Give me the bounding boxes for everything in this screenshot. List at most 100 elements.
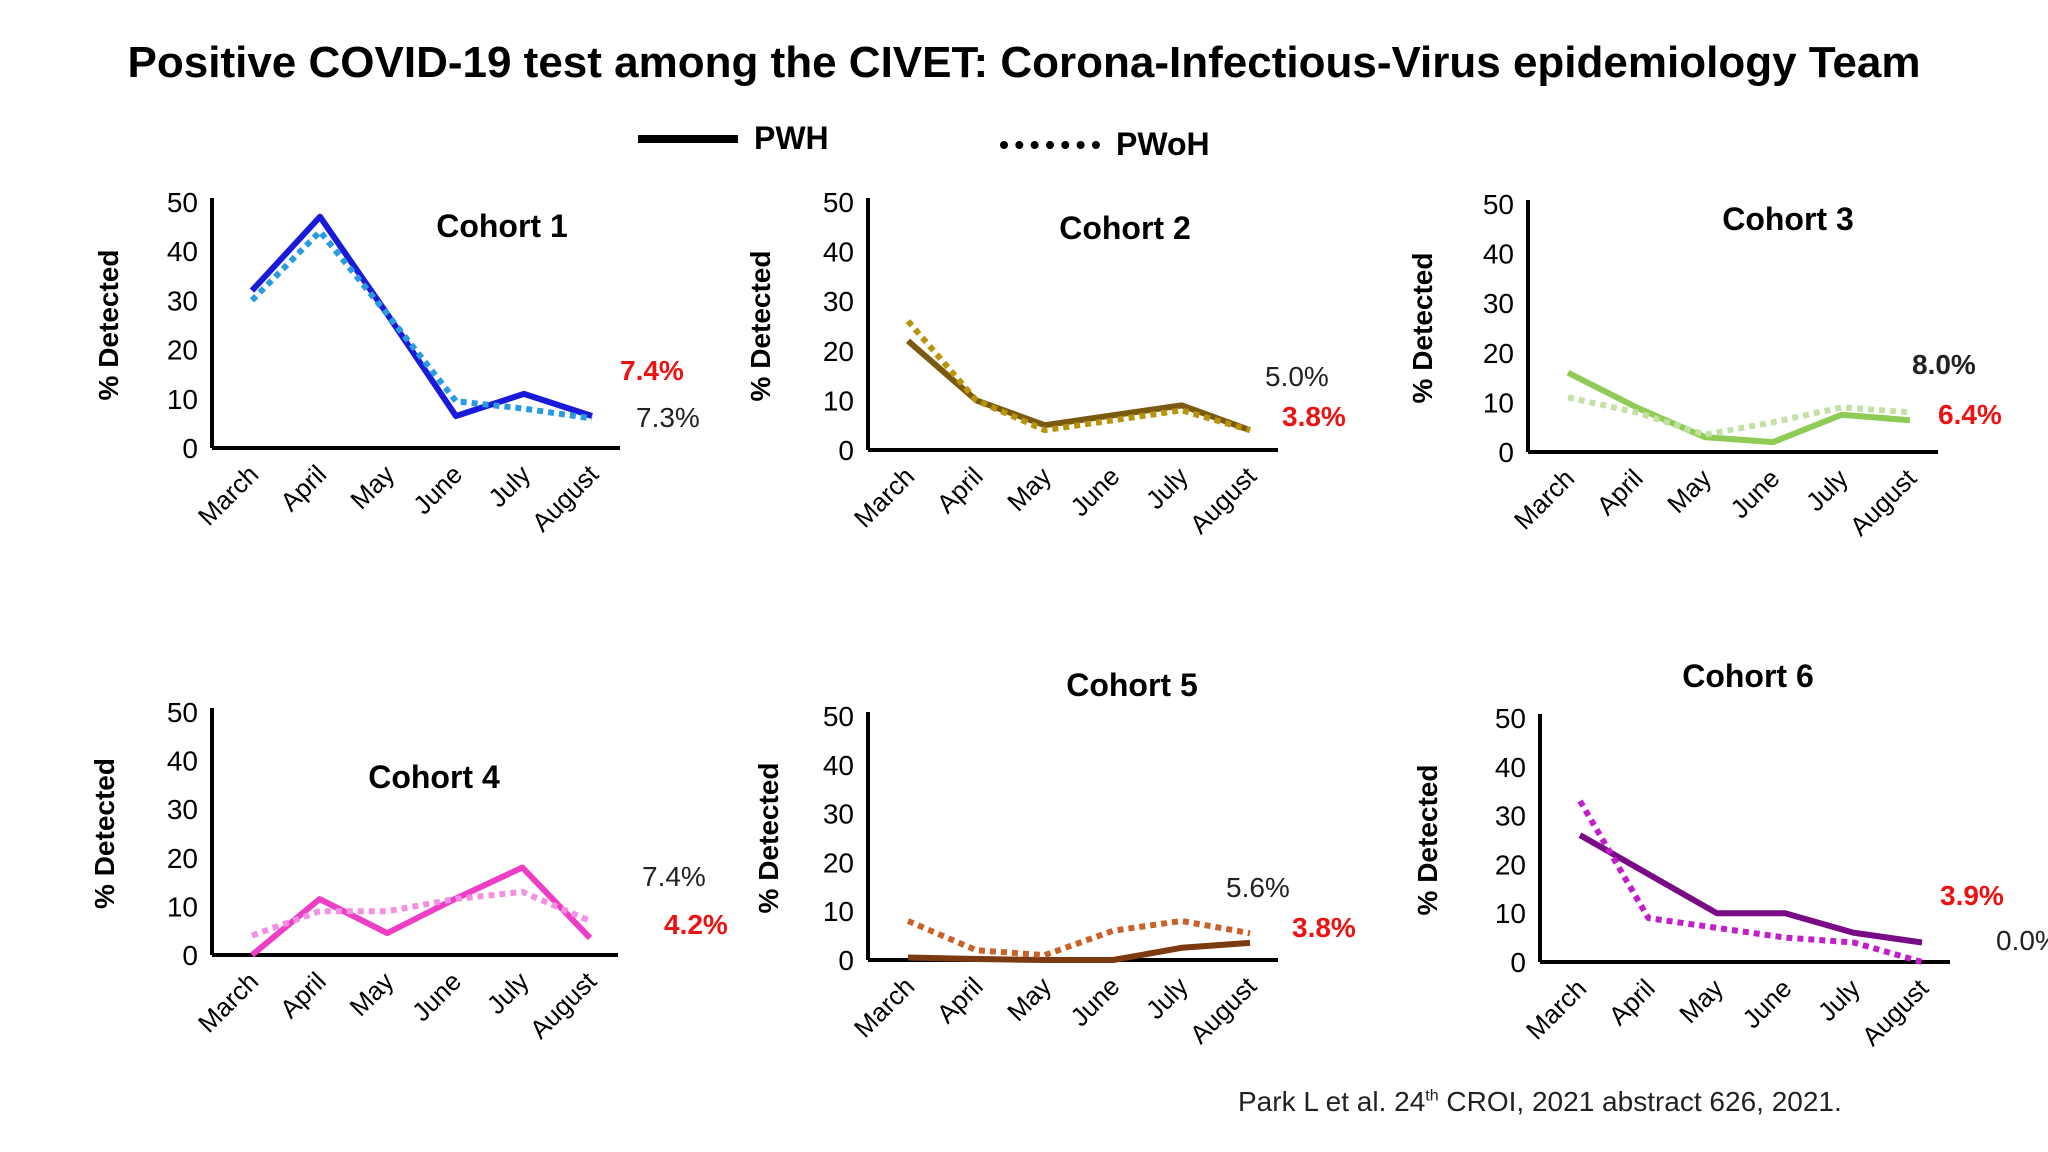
y-tick-label: 50 [167,187,198,218]
y-axis-label: % Detected [89,758,120,909]
x-tick-label: April [1603,973,1661,1031]
y-tick-label: 30 [823,799,854,830]
value-annotation: 0.0% [1996,925,2048,956]
value-annotation: 5.6% [1226,872,1290,903]
x-tick-label: June [1064,461,1125,522]
value-annotation: 5.0% [1265,361,1329,392]
y-tick-label: 40 [1483,239,1514,270]
cohort-chart-3: 0 10 20 30 40 50 % Detected March April May June Ju… [1407,189,2002,541]
series-line-pwoh [1567,394,1911,438]
chart-title: Cohort 2 [1059,210,1191,246]
x-tick-label: May [1001,971,1057,1027]
y-tick-label: 40 [167,236,198,267]
legend-item-pwh: PWH [638,120,829,157]
y-tick-label: 30 [823,286,854,317]
y-tick-label: 20 [1495,849,1526,880]
y-tick-label: 20 [167,335,198,366]
x-tick-label: July [481,966,535,1020]
y-tick-label: 20 [1483,338,1514,369]
value-annotation: 3.9% [1940,880,2004,911]
series-line-pwoh [906,917,1251,959]
legend-swatch-dotted [1000,140,1100,149]
legend-swatch-solid [638,134,738,143]
series-line-pwh [250,864,593,958]
x-tick-label: June [1724,463,1785,524]
y-tick-label: 0 [182,433,198,464]
y-axis-label: % Detected [1407,253,1438,404]
value-annotation: 6.4% [1938,399,2002,430]
citation-post: CROI, 2021 abstract 626, 2021. [1438,1086,1842,1117]
y-tick-label: 0 [838,435,854,466]
x-tick-label: April [274,459,332,517]
x-tick-label: March [848,461,920,533]
x-tick-label: May [1001,461,1057,517]
x-tick-label: May [343,966,399,1022]
legend-item-pwoh: PWoH [1000,126,1210,163]
x-tick-label: August [1184,970,1263,1049]
x-tick-label: May [344,459,400,515]
value-annotation: 3.8% [1292,912,1356,943]
y-tick-label: 20 [823,336,854,367]
x-tick-label: July [482,459,536,513]
x-tick-label: May [1661,463,1717,519]
x-tick-label: June [407,459,468,520]
legend-label-pwh: PWH [754,120,829,156]
series-line-pwh [1566,369,1911,446]
y-tick-label: 40 [1495,752,1526,783]
value-annotation: 7.4% [620,355,684,386]
x-tick-label: April [931,971,989,1029]
chart-title: Cohort 6 [1682,658,1814,694]
cohort-chart-1: 0 10 20 30 40 50 % Detected March April May June Ju… [93,187,700,537]
y-tick-label: 30 [167,794,198,825]
y-tick-label: 50 [823,701,854,732]
y-axis-label: % Detected [1412,765,1443,916]
y-tick-label: 0 [838,945,854,976]
y-tick-label: 50 [1495,703,1526,734]
citation: Park L et al. 24th CROI, 2021 abstract 6… [1238,1086,1842,1118]
series-line-pwoh [905,319,1251,434]
x-tick-label: March [1520,973,1592,1045]
cohort-chart-2: 0 10 20 30 40 50 % Detected March April May June Ju… [745,187,1346,539]
x-tick-label: April [1591,463,1649,521]
x-tick-label: August [1844,462,1923,541]
cohort-chart-4: 0 10 20 30 40 50 % Detected March April May June Ju… [89,697,728,1044]
series-line-pwoh [249,228,593,422]
y-tick-label: 10 [167,891,198,922]
y-tick-label: 50 [167,697,198,728]
value-annotation: 3.8% [1282,401,1346,432]
citation-sup: th [1425,1087,1439,1105]
citation-pre: Park L et al. 24 [1238,1086,1426,1117]
y-tick-label: 20 [823,847,854,878]
x-tick-label: July [1140,461,1194,515]
y-tick-label: 40 [823,750,854,781]
value-annotation: 7.3% [636,402,700,433]
y-tick-label: 20 [167,843,198,874]
y-tick-label: 50 [823,187,854,218]
y-tick-label: 0 [182,940,198,971]
legend: PWH PWoH [0,120,2048,180]
series-line-pwh [1578,832,1923,946]
series-line-pwh [907,939,1251,963]
x-tick-label: March [192,966,264,1038]
y-tick-label: 10 [823,385,854,416]
series-line-pwoh [1577,799,1923,965]
y-tick-label: 30 [167,285,198,316]
value-annotation: 8.0% [1912,349,1976,380]
y-axis-label: % Detected [93,250,124,401]
y-axis-label: % Detected [753,763,784,914]
y-tick-label: 0 [1498,437,1514,468]
chart-title: Cohort 1 [436,208,568,244]
chart-title: Cohort 4 [368,759,500,795]
series-line-pwh [249,213,593,420]
series-line-pwoh [250,888,592,939]
y-tick-label: 30 [1483,288,1514,319]
x-tick-label: June [1736,973,1797,1034]
value-annotation: 7.4% [642,861,706,892]
y-tick-label: 40 [823,237,854,268]
x-tick-label: June [406,966,467,1027]
chart-title: Cohort 5 [1066,667,1198,703]
x-tick-label: May [1673,973,1729,1029]
chart-title: Cohort 3 [1722,201,1854,237]
x-tick-label: March [1508,463,1580,535]
